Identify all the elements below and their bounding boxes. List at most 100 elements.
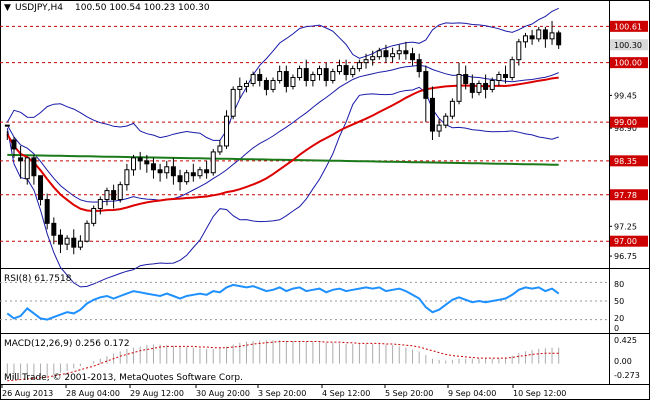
candle-body [204,169,210,174]
macd-tick-bottom: -0.273 [614,371,640,380]
candle [117,181,123,203]
rsi-line [6,283,560,321]
candle-body [224,115,230,147]
collapse-arrow-icon[interactable]: ▼ [4,3,11,13]
price-tick-label: 98.90 [614,124,637,133]
level-price-labels: 100.61 100.30 100.00 99.00 98.35 97.78 97.00 [610,20,648,247]
candle [18,145,24,179]
level-label-box [610,189,648,201]
candle [104,187,110,206]
candle-body [403,50,409,55]
rsi-tick-20: 20 [614,314,624,323]
candle-body [449,100,455,117]
candle [556,30,562,49]
candle [476,80,482,96]
candle-body [77,240,83,248]
candle-body [516,41,522,61]
candle-body [31,157,37,177]
candle-body [297,68,303,79]
candle [456,62,462,105]
candle [383,44,389,63]
candle-body [38,175,44,201]
candle-body [150,163,156,171]
time-tick-label: 29 Aug 12:00 [130,389,184,398]
candle [536,26,542,42]
candle [396,44,402,60]
rsi-title: RSI(8) 61.7518 [4,274,72,284]
macd-title: MACD(12,26,9) 0.256 0.172 [4,339,130,349]
candle-body [57,234,63,245]
candle [436,119,442,138]
candle [317,65,323,81]
candle [429,86,435,141]
time-tick-label: 10 Sep 12:00 [513,389,566,398]
candle [423,65,429,123]
candle-body [97,199,103,209]
candle-body [190,172,196,177]
price-tick-label: 97.25 [614,222,637,231]
candle [356,59,362,72]
price-tick-label: 99.45 [614,91,637,100]
bollinger-lower-band [6,86,559,288]
candle [350,65,356,78]
candle [503,65,509,84]
candle-body [549,32,555,40]
candle [4,124,10,141]
candle [336,59,342,75]
candle [111,184,117,209]
candle-body [416,59,422,73]
candle [71,229,77,255]
candle [164,160,170,179]
candle [303,59,309,87]
candle-body [177,175,183,183]
candle [542,26,548,48]
time-tick-label: 30 Aug 20:00 [196,389,250,398]
candle [463,65,469,90]
time-tick-label: 9 Sep 04:00 [448,389,496,398]
candle-body [456,74,462,102]
candle [197,166,203,179]
candle-body [164,166,170,174]
candle-body [469,82,475,93]
copyright-watermark: Mill Trade, © 2001-2013, MetaQuotes Soft… [4,373,243,383]
candle-body [476,82,482,93]
rsi-tick-50: 50 [614,297,624,306]
candle [410,47,416,66]
candle [257,68,263,87]
candle-body [137,157,143,162]
macd-tick-zero: 0.00 [614,357,632,366]
time-axis[interactable]: 26 Aug 2013 28 Aug 04:00 29 Aug 12:00 30 Au… [1,384,566,398]
candle [150,157,156,179]
candle [310,71,316,87]
candle-body [336,65,342,73]
candle-body [210,151,216,174]
candle [330,68,336,84]
bollinger-upper-band [6,7,559,141]
candle [516,38,522,66]
level-label-box [610,20,648,32]
candle-body [529,35,535,40]
candle-body [263,79,269,90]
bollinger-bands [6,7,559,288]
candle-body [556,32,562,46]
candle [11,137,17,158]
level-label-box [610,235,648,247]
symbol-label: USDJPY,H4 [15,3,63,13]
time-tick-label: 5 Sep 20:00 [385,389,433,398]
candle [124,163,130,191]
candle-body [71,237,77,248]
candle [131,154,137,176]
candle-body [91,207,97,224]
rsi-indicator [0,281,609,321]
candle-body [310,74,316,81]
candle-body [489,79,495,90]
candle [323,62,329,87]
candle [529,29,535,45]
candle [509,56,515,81]
candle-body [363,59,369,64]
candle [91,205,97,227]
candle-body [277,71,283,81]
candle [177,169,183,191]
